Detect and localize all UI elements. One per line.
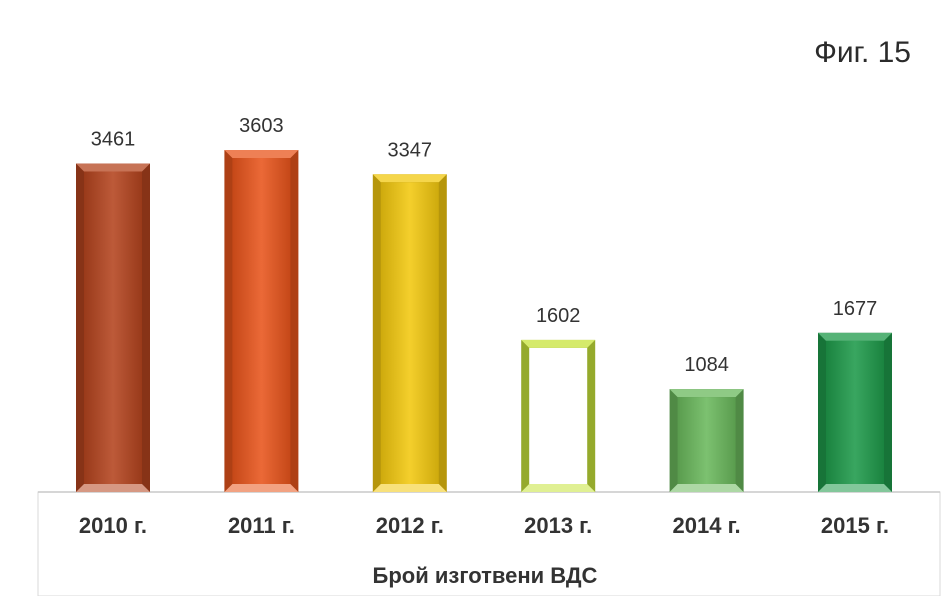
figure-label: Фиг. 15 (814, 36, 911, 69)
value-label: 3461 (91, 128, 136, 150)
category-label: 2015 г. (821, 513, 889, 538)
category-label: 2010 г. (79, 513, 147, 538)
category-band (37, 491, 941, 596)
value-label: 3347 (388, 139, 433, 161)
category-label: 2013 г. (524, 513, 592, 538)
value-label: 3603 (239, 115, 284, 137)
bar-2015 (818, 332, 892, 492)
category-label: 2012 г. (376, 513, 444, 538)
bar-2014 (669, 389, 744, 492)
bar-2010 (76, 163, 150, 493)
category-label: 2014 г. (673, 513, 741, 538)
x-axis-title: Брой изготвени ВДС (373, 563, 598, 588)
value-label: 1084 (684, 354, 729, 376)
bar-2011 (224, 150, 299, 492)
bar-2013 (521, 339, 596, 492)
value-label: 1677 (833, 298, 878, 320)
category-label: 2011 г. (228, 513, 295, 538)
value-label: 1602 (536, 305, 581, 327)
bar-2012 (372, 174, 447, 492)
